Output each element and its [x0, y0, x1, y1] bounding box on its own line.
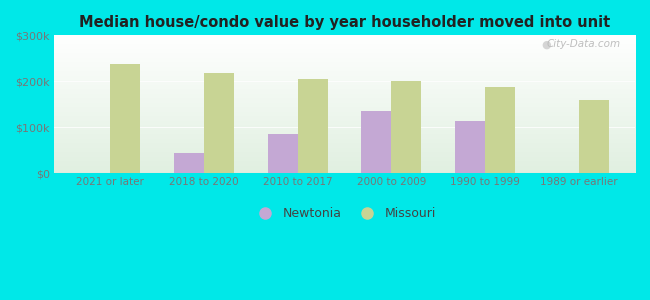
Legend: Newtonia, Missouri: Newtonia, Missouri	[248, 202, 441, 225]
Title: Median house/condo value by year householder moved into unit: Median house/condo value by year househo…	[79, 15, 610, 30]
Bar	[578, 100, 609, 173]
Bar	[361, 111, 391, 173]
Text: ●: ●	[541, 40, 551, 50]
Text: City-Data.com: City-Data.com	[547, 40, 621, 50]
Bar	[485, 87, 515, 173]
Bar	[298, 79, 328, 173]
Bar	[204, 73, 234, 173]
Bar	[391, 81, 421, 173]
Bar	[110, 64, 140, 173]
Bar	[268, 134, 298, 173]
Bar	[455, 121, 485, 173]
Bar	[174, 152, 204, 173]
